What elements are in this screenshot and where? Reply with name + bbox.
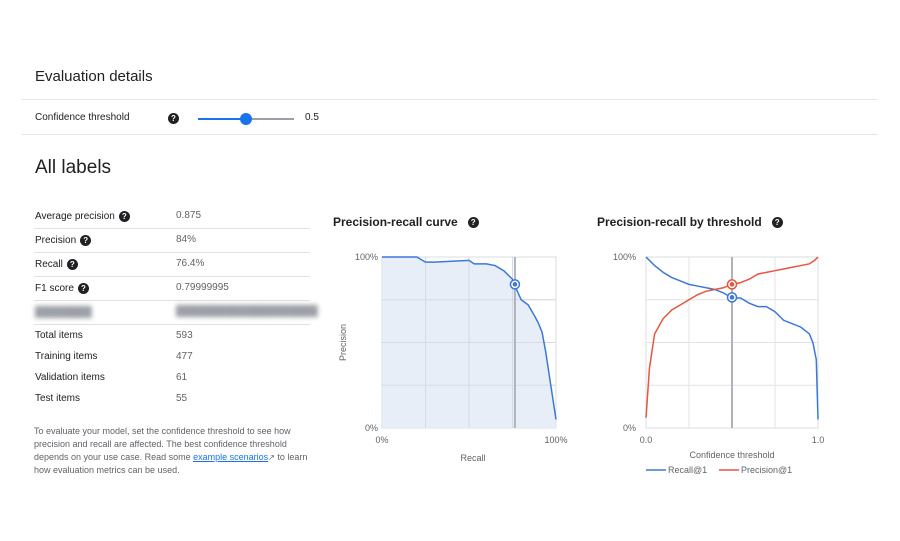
section-title: All labels [35, 157, 112, 178]
count-row-training: Training items 477 [34, 346, 310, 367]
evaluation-title: Evaluation details [35, 68, 153, 85]
metric-row-recall: Recall? 76.4% [34, 253, 310, 277]
slider-fill [198, 118, 246, 120]
count-label: Validation items [35, 372, 105, 383]
x-tick-label: 0% [375, 435, 388, 445]
confidence-threshold-row: Confidence threshold ? 0.5 [22, 101, 878, 135]
y-tick-label: 0% [365, 423, 378, 433]
confidence-threshold-slider[interactable] [198, 113, 294, 125]
metric-label: Precision [35, 235, 77, 247]
redacted-value: ████████████████████ [176, 306, 318, 317]
note-text-end: to learn how evaluation metrics can be u… [34, 452, 308, 475]
count-value: 477 [176, 351, 193, 362]
count-row-total: Total items 593 [34, 325, 310, 346]
help-icon[interactable]: ? [66, 259, 78, 270]
chart-title-text: Precision-recall by threshold [597, 215, 762, 229]
confidence-threshold-label: Confidence threshold [35, 112, 130, 123]
count-row-test: Test items 55 [34, 388, 310, 409]
count-value: 61 [176, 372, 188, 383]
help-icon[interactable]: ? [771, 217, 783, 229]
pr-curve-title: Precision-recall curve? [333, 215, 479, 229]
x-axis-label: Recall [460, 453, 485, 463]
metric-label: Average precision [35, 211, 115, 223]
y-tick-label: 0% [623, 423, 636, 433]
count-row-validation: Validation items 61 [34, 367, 310, 388]
x-axis-label: Confidence threshold [689, 450, 774, 460]
pr-threshold-title: Precision-recall by threshold? [597, 215, 783, 229]
external-link-icon: ↗ [268, 453, 275, 462]
metric-row-redacted: ████████ ████████████████████ [34, 301, 318, 325]
metric-row-average-precision: Average precision? 0.875 [34, 205, 310, 229]
help-icon[interactable]: ? [80, 235, 92, 246]
help-icon[interactable]: ? [118, 211, 130, 222]
precision-marker-dot [729, 282, 735, 287]
redacted-label: ████████ [35, 307, 92, 318]
recall-marker-dot [729, 295, 735, 300]
metric-value: 0.79999995 [176, 282, 229, 293]
count-value: 593 [176, 330, 193, 341]
count-value: 55 [176, 393, 188, 404]
count-label: Test items [35, 393, 81, 404]
help-icon[interactable]: ? [467, 217, 479, 229]
pr-marker-dot [512, 282, 518, 287]
metric-value: 76.4% [176, 258, 205, 269]
y-axis-label: Precision [338, 324, 348, 361]
x-tick-label: 100% [544, 435, 567, 445]
metric-value: 84% [176, 234, 197, 245]
metric-label: F1 score [35, 283, 74, 295]
note-text: To evaluate your model, set the confiden… [34, 426, 291, 462]
evaluation-header: Evaluation details [22, 62, 878, 100]
count-label: Total items [35, 330, 83, 341]
help-icon[interactable]: ? [77, 283, 89, 294]
x-tick-label: 0.0 [640, 435, 653, 445]
x-tick-label: 1.0 [812, 435, 825, 445]
example-scenarios-link[interactable]: example scenarios [193, 452, 269, 462]
y-tick-label: 100% [613, 252, 636, 262]
confidence-threshold-value: 0.5 [305, 112, 319, 123]
metric-value: 0.875 [176, 210, 202, 221]
help-icon[interactable]: ? [168, 113, 179, 124]
metric-label: Recall [35, 259, 63, 271]
metric-row-f1-score: F1 score? 0.79999995 [34, 277, 310, 301]
threshold-note: To evaluate your model, set the confiden… [34, 425, 314, 477]
slider-thumb[interactable] [240, 113, 252, 125]
pr-curve-line [382, 256, 557, 420]
count-label: Training items [35, 351, 98, 362]
chart-title-text: Precision-recall curve [333, 215, 458, 229]
legend-label-recall: Recall@1 [668, 465, 707, 475]
y-tick-label: 100% [355, 252, 378, 262]
metric-row-precision: Precision? 84% [34, 229, 310, 253]
recall-line [645, 256, 819, 420]
legend-label-precision: Precision@1 [741, 465, 792, 475]
metrics-table: Average precision? 0.875 Precision? 84% … [34, 205, 318, 409]
